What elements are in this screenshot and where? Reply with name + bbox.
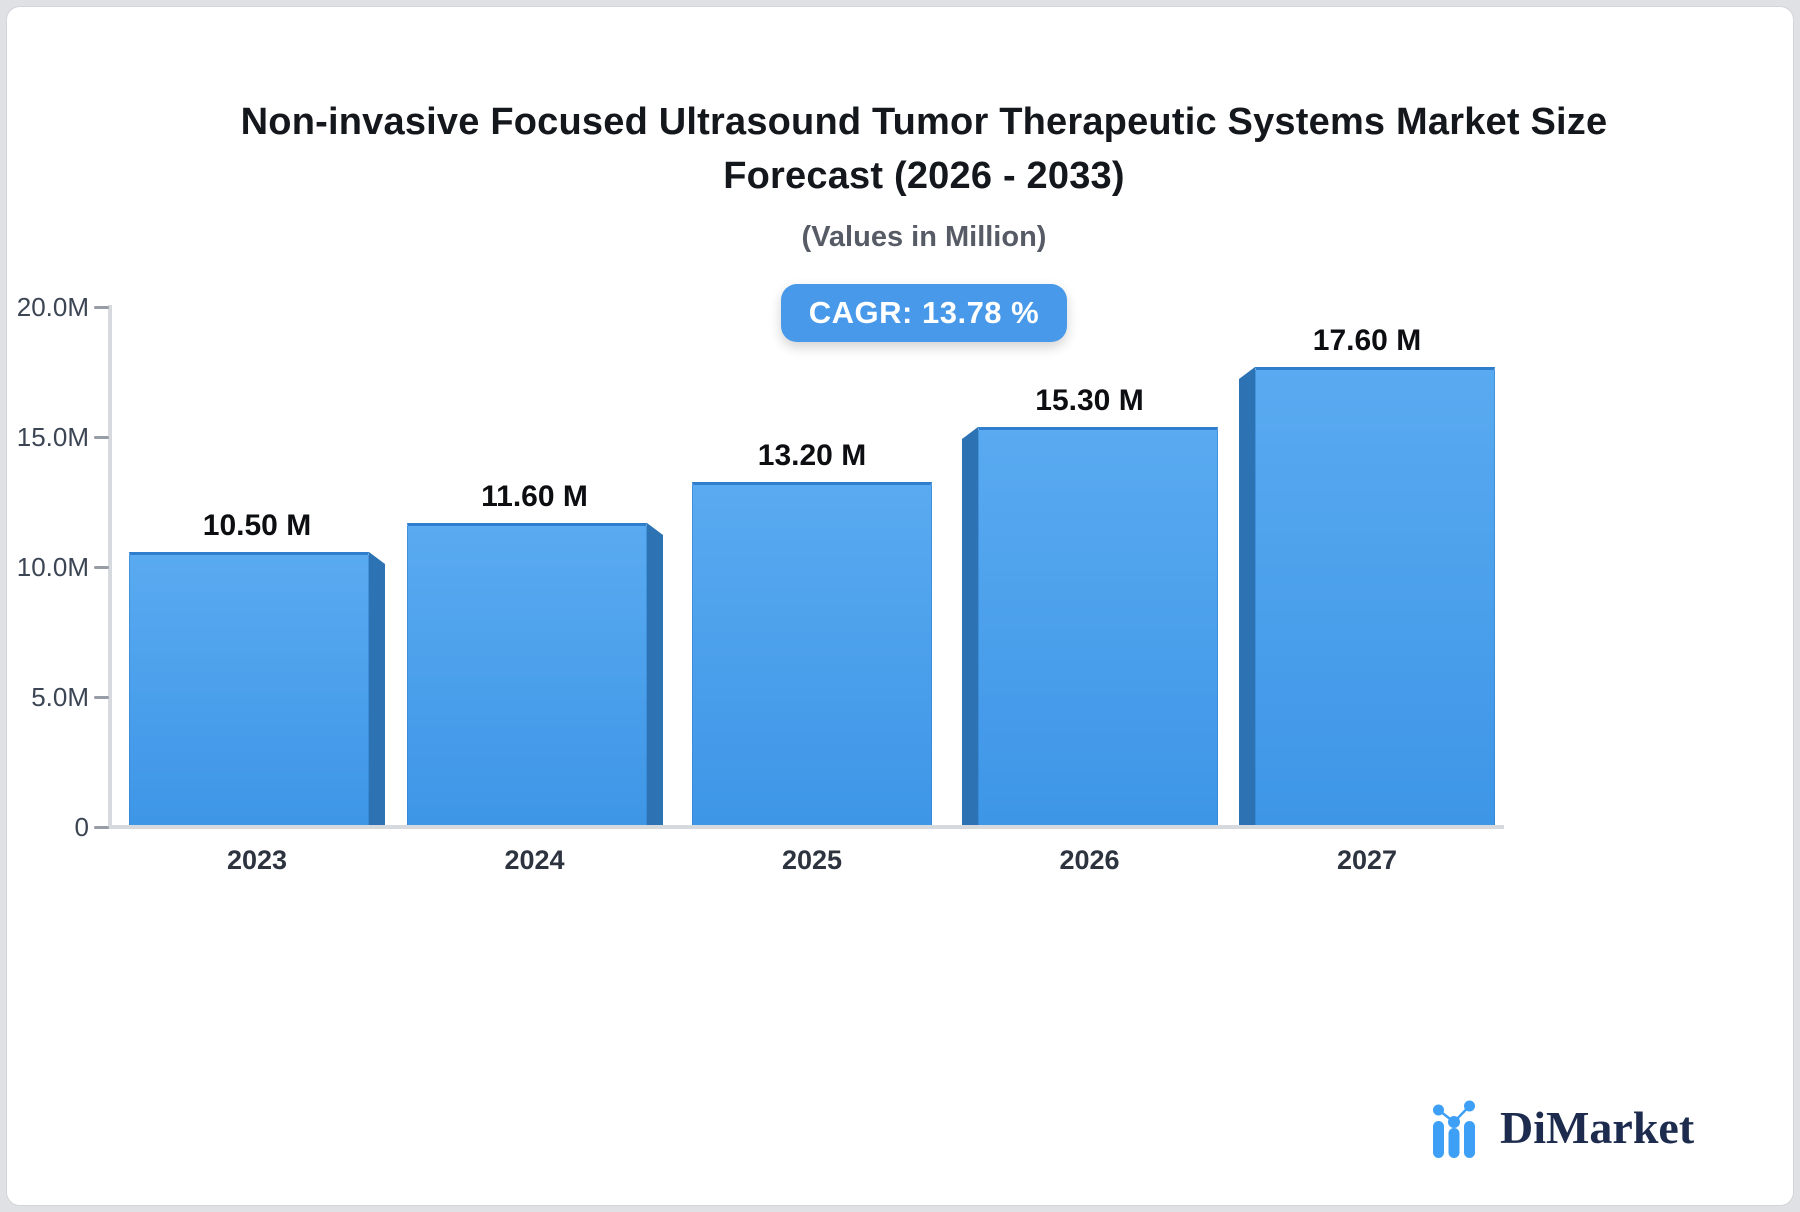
bar-2026[interactable]	[962, 427, 1218, 825]
dimarket-logo[interactable]: DiMarket	[1431, 1097, 1694, 1159]
bar-value-label: 15.30 M	[1035, 384, 1144, 417]
x-axis-label: 2027	[1336, 845, 1398, 875]
bar-front-face	[129, 552, 369, 825]
bar-side-face	[962, 427, 978, 825]
bar-line-chart-icon	[1433, 1100, 1475, 1158]
bar-side-face	[647, 523, 663, 825]
bar-front-face	[1255, 367, 1495, 825]
bar-value-label: 10.50 M	[202, 509, 312, 542]
chart-title-line1: Non-invasive Focused Ultrasound Tumor Th…	[240, 101, 1608, 143]
chart-header: Non-invasive Focused Ultrasound Tumor Th…	[55, 95, 1793, 342]
bar-front-face	[692, 482, 932, 825]
page-title: Non-invasive Focused Ultrasound Tumor Th…	[55, 95, 1793, 203]
cagr-badge: CAGR: 13.78 %	[780, 284, 1068, 342]
y-tick-label: 15.0M	[16, 422, 89, 452]
bar-value-label: 11.60 M	[481, 480, 588, 513]
y-tick-mark	[94, 696, 109, 699]
bar-side-face	[369, 552, 385, 825]
bar-front-face	[978, 427, 1218, 825]
dimarket-logo-text: DiMarket	[1500, 1102, 1695, 1153]
chart-card: Non-invasive Focused Ultrasound Tumor Th…	[6, 6, 1794, 1206]
bar-value-label: 13.20 M	[757, 439, 867, 472]
y-tick-label: 0	[74, 812, 89, 842]
bar-2023[interactable]	[129, 552, 385, 825]
y-tick-mark	[94, 306, 109, 309]
bar-value-label: 17.60 M	[1312, 324, 1422, 357]
bar-front-face	[407, 523, 647, 825]
bar-2024[interactable]	[407, 523, 663, 825]
x-axis-label: 2026	[1059, 845, 1120, 875]
x-axis-label: 2025	[781, 845, 843, 875]
x-axis-label: 2024	[504, 845, 565, 875]
bar-2025[interactable]	[692, 482, 932, 825]
bar-2027[interactable]	[1239, 367, 1495, 825]
y-tick-label: 20.0M	[16, 292, 89, 322]
x-axis-label: 2023	[226, 845, 288, 875]
y-tick-label: 5.0M	[31, 682, 89, 712]
y-tick-mark	[94, 436, 109, 439]
y-tick-mark	[94, 566, 109, 569]
bar-side-face	[1239, 367, 1255, 825]
y-tick-label: 10.0M	[16, 552, 89, 582]
y-tick-mark	[94, 826, 109, 829]
y-axis-line	[108, 305, 112, 827]
chart-title-line2: Forecast (2026 - 2033)	[723, 155, 1125, 197]
bar-chart: 20.0M 15.0M 10.0M 5.0M 0 10.50 M 2023 11.60 M 2…	[7, 7, 1793, 1205]
x-axis-line	[108, 825, 1504, 829]
chart-subtitle: (Values in Million)	[801, 221, 1047, 253]
